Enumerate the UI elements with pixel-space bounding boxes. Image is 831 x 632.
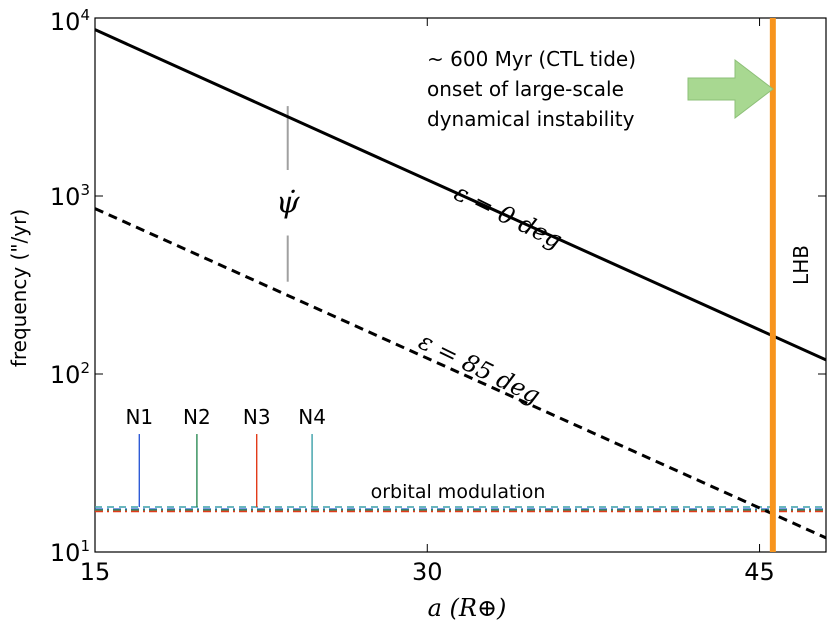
instability-annotation-line-3: dynamical instability — [427, 107, 635, 131]
y-tick-label-10000: 104 — [50, 6, 90, 36]
instability-annotation-line-1: ~ 600 Myr (CTL tide) — [427, 47, 636, 71]
psi-dot-label: ψ̇ — [276, 186, 300, 221]
plot-frame — [94, 17, 827, 553]
orbital-modulation-annotation: orbital modulation — [371, 481, 546, 503]
marker-label-n2: N2 — [183, 405, 211, 429]
series-line-eps85 — [95, 207, 826, 540]
y-tick-label-100: 102 — [50, 359, 90, 389]
x-tick-label-15: 15 — [80, 558, 111, 586]
y-tick-label-1000: 103 — [50, 181, 90, 211]
x-tick-label-30: 30 — [412, 558, 443, 586]
marker-label-n1: N1 — [125, 405, 153, 429]
marker-label-n4: N4 — [298, 405, 326, 429]
y-tick-label-10: 101 — [50, 537, 90, 567]
series-label-eps85: ε = 85 deg — [414, 327, 544, 410]
series-label-eps0: ε = 0 deg — [450, 178, 567, 254]
x-tick-label-45: 45 — [744, 558, 775, 586]
marker-label-n3: N3 — [243, 405, 271, 429]
plot-area — [95, 18, 826, 552]
y-axis-label: frequency ("/yr) — [7, 209, 31, 367]
x-axis-label: a (R⊕) — [428, 594, 507, 622]
instability-annotation-line-2: onset of large-scale — [427, 77, 624, 101]
lhb-label: LHB — [789, 245, 813, 285]
series-line-eps0 — [95, 28, 826, 362]
instability-arrow-icon — [687, 58, 774, 120]
